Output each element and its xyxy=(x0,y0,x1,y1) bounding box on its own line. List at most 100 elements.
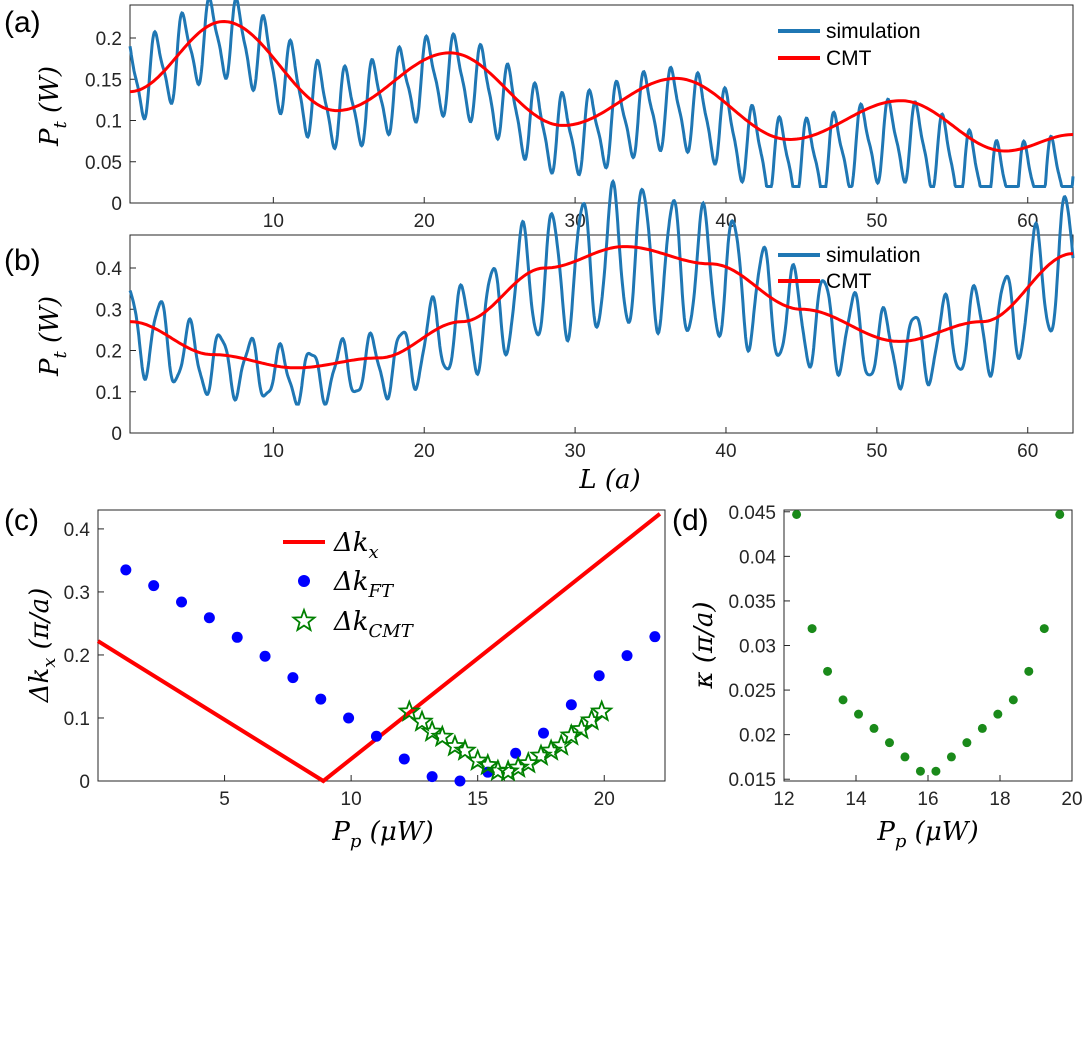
axis-a-xtick-label: 50 xyxy=(866,211,887,232)
kappa-point xyxy=(1024,666,1034,676)
kappa-point xyxy=(962,738,972,748)
dkft-point xyxy=(649,631,661,643)
axis-a-xtick-label: 20 xyxy=(414,211,435,232)
dkcmt-point xyxy=(529,743,553,766)
kappa-point xyxy=(884,738,894,748)
dkft-point xyxy=(343,712,355,724)
dkft-point xyxy=(454,775,466,787)
dkft-point xyxy=(287,672,299,684)
ticks-d: 12 14 16 18 20 0.015 0.02 0.025 0.03 0.035 0.04 0.0… xyxy=(728,503,1082,810)
kappa-point xyxy=(838,695,848,705)
dkft-point xyxy=(621,650,633,662)
kappa-point xyxy=(993,709,1003,719)
axis-d-xtick-label: 14 xyxy=(845,789,867,810)
dkcmt-point xyxy=(475,752,500,776)
ylabel-a-text: Pt (W) xyxy=(35,66,71,147)
kappa-point xyxy=(854,709,864,719)
axis-a-ytick-label: 0.2 xyxy=(96,29,122,50)
series-dkx-line xyxy=(96,512,662,784)
kappa-point xyxy=(946,752,956,762)
axis-c-xtick-label: 10 xyxy=(341,789,362,810)
axis-b-xtick-label: 10 xyxy=(263,441,284,462)
axis-b-ytick-label: 0 xyxy=(111,424,122,445)
legend-c-dkx-label: Δkx xyxy=(333,528,379,563)
dkft-point xyxy=(231,631,243,643)
axis-a-ytick-label: 0.1 xyxy=(96,112,122,133)
legend-a-cmt-label: CMT xyxy=(826,47,872,70)
ticks-c: 5 10 15 20 0 0.1 0.2 0.3 0.4 xyxy=(64,520,615,810)
panel-label-a: (a) xyxy=(4,6,41,39)
plot-a xyxy=(128,0,1075,188)
legend-c-dkcmt-label: ΔkCMT xyxy=(333,607,415,642)
legend-b-simulation-label: simulation xyxy=(826,244,921,267)
kappa-point xyxy=(915,766,925,776)
axis-d-ytick-label: 0.015 xyxy=(728,770,776,791)
legend-a: simulation CMT xyxy=(778,20,921,70)
axis-d-ytick-label: 0.03 xyxy=(739,637,776,658)
axis-d-ytick-label: 0.045 xyxy=(728,503,776,524)
dkcmt-point xyxy=(465,748,490,771)
kappa-point xyxy=(823,666,833,676)
dkcmt-point xyxy=(496,758,521,782)
dkft-point xyxy=(538,727,549,739)
dkcmt-point xyxy=(559,723,584,746)
axis-d-xtick-label: 20 xyxy=(1061,789,1082,810)
series-simulation-b xyxy=(128,178,1075,406)
legend-star-shape xyxy=(291,607,317,632)
plot-d xyxy=(792,509,1065,776)
dkft-point xyxy=(370,730,382,742)
axis-b-ytick-label: 0.4 xyxy=(96,259,123,280)
ylabel-a: Pt (W) xyxy=(35,66,71,147)
dkcmt-point xyxy=(442,733,467,757)
axis-c-ytick-label: 0 xyxy=(79,772,90,793)
dkcmt-point xyxy=(539,738,564,761)
axes-a xyxy=(129,4,1074,204)
axis-a-xtick-label: 30 xyxy=(565,211,586,232)
axes-d xyxy=(783,509,1073,782)
ylabel-c-text: Δkx (π/a) xyxy=(25,588,60,704)
xlabel-c: Pp (μW) xyxy=(331,817,433,852)
dkft-point xyxy=(565,699,577,711)
ylabel-d: κ (π/a) xyxy=(689,602,719,690)
panel-label-b: (b) xyxy=(4,244,41,277)
dkft-point xyxy=(120,564,132,576)
axis-b-ytick-label: 0.3 xyxy=(96,300,122,321)
dkft-point xyxy=(259,650,271,662)
plot-c xyxy=(96,512,662,787)
ylabel-c: Δkx (π/a) xyxy=(25,588,60,704)
kappa-point xyxy=(1008,695,1018,705)
dkft-point xyxy=(398,753,410,765)
ylabel-b: Pt (W) xyxy=(35,296,71,377)
dkcmt-point xyxy=(453,738,477,761)
axis-a-ytick-label: 0.15 xyxy=(85,70,122,91)
kappa-point xyxy=(792,509,802,519)
dkft-point xyxy=(176,596,188,608)
dkft-point xyxy=(426,771,438,783)
legend-b-cmt-label: CMT xyxy=(826,270,872,293)
kappa-point xyxy=(977,723,987,733)
kappa-point xyxy=(1039,624,1049,634)
axis-d-xtick-label: 12 xyxy=(773,789,794,810)
legend-c-dkft-swatch xyxy=(298,575,310,587)
legend-b: simulation CMT xyxy=(778,244,921,293)
legend-c-dkft-label: ΔkFT xyxy=(333,567,395,602)
axis-b-ytick-label: 0.1 xyxy=(96,383,122,404)
axis-c-xtick-label: 5 xyxy=(219,789,230,810)
axis-a-ytick-label: 0.05 xyxy=(85,153,122,174)
axis-c-ytick-label: 0.1 xyxy=(64,709,90,730)
kappa-point xyxy=(869,723,879,733)
legend-a-simulation-label: simulation xyxy=(826,20,921,43)
panel-label-c: (c) xyxy=(4,504,39,537)
ylabel-d-text: κ (π/a) xyxy=(689,602,719,690)
dkcmt-point xyxy=(506,755,531,778)
xlabel-b: L (a) xyxy=(578,465,640,495)
dkft-point xyxy=(203,612,215,624)
axis-d-ytick-label: 0.035 xyxy=(728,592,776,613)
axis-d-ytick-label: 0.04 xyxy=(739,547,776,568)
panel-b: (b) 10 20 30 40 50 60 0 0.1 0.2 0.3 0.4 simulation… xyxy=(4,178,1075,495)
kappa-point xyxy=(807,624,817,634)
dkcmt-point xyxy=(549,733,574,756)
dkft-point xyxy=(593,670,605,682)
